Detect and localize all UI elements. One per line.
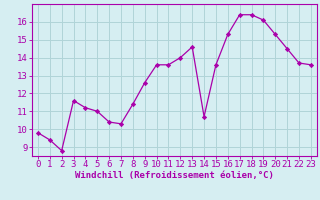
X-axis label: Windchill (Refroidissement éolien,°C): Windchill (Refroidissement éolien,°C): [75, 171, 274, 180]
